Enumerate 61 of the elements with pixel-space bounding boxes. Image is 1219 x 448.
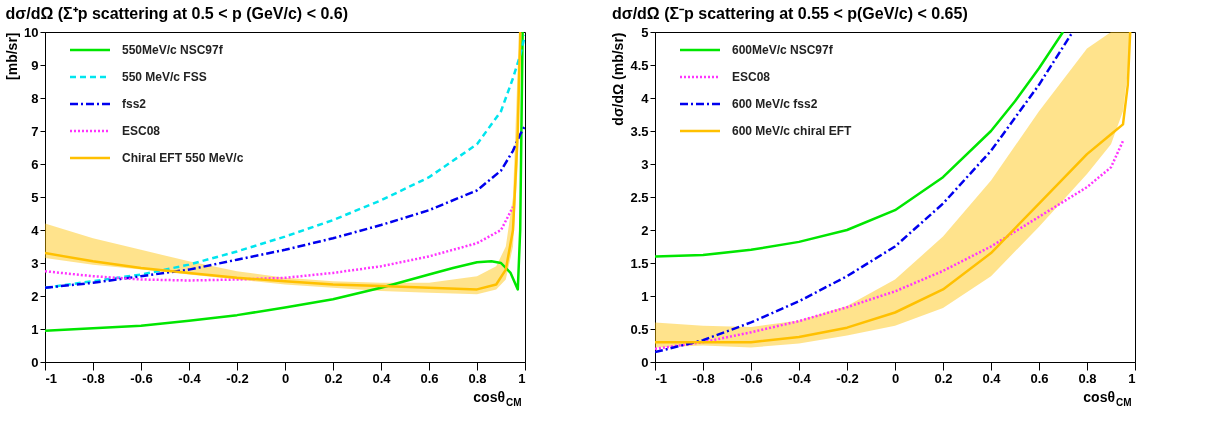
y-tick-label: 5 <box>31 189 39 205</box>
chart-title: dσ/dΩ (Σ⁺p scattering at 0.5 < p (GeV/c) < 0.6) <box>5 5 349 22</box>
x-tick-label: -0.4 <box>178 370 202 386</box>
y-axis-title: [mb/sr] <box>4 32 21 80</box>
x-tick-label: 0 <box>891 370 900 386</box>
x-tick-label: -0.8 <box>692 370 715 386</box>
y-tick-label: 6 <box>31 156 39 172</box>
line-series <box>45 124 525 289</box>
line-series <box>655 32 1065 258</box>
x-tick-label: -0.8 <box>82 370 105 386</box>
y-tick-label: 1 <box>641 288 649 304</box>
legend-label: ESC08 <box>122 124 161 138</box>
y-tick-label: 3.5 <box>630 123 649 139</box>
x-tick-label: 0.6 <box>420 370 439 386</box>
x-tick-label: -0.2 <box>226 370 249 386</box>
y-tick-label: 1.5 <box>630 255 649 271</box>
y-tick-label: 8 <box>31 90 39 106</box>
x-tick-label: 1 <box>518 370 526 386</box>
y-axis-title: dσ/dΩ (mb/sr) <box>610 32 627 126</box>
legend-label: 600MeV/c NSC97f <box>732 43 834 57</box>
y-tick-label: 2 <box>641 222 649 238</box>
y-tick-label: 0 <box>31 354 39 370</box>
legend-label: 550 MeV/c FSS <box>122 70 207 84</box>
x-tick-label: -0.2 <box>836 370 859 386</box>
legend-label: ESC08 <box>732 70 771 84</box>
legend-label: fss2 <box>122 97 147 111</box>
y-tick-label: 2 <box>31 288 39 304</box>
x-tick-label: 0.4 <box>372 370 392 386</box>
x-tick-label: -0.4 <box>788 370 812 386</box>
x-tick-label: 0.2 <box>934 370 953 386</box>
x-tick-label: 0 <box>281 370 290 386</box>
y-tick-label: 3 <box>641 156 649 172</box>
y-tick-label: 2.5 <box>630 189 649 205</box>
x-tick-label: 0.2 <box>324 370 343 386</box>
y-tick-label: 7 <box>31 123 39 139</box>
x-tick-label: 0.8 <box>468 370 487 386</box>
x-tick-label: 1 <box>1128 370 1136 386</box>
y-tick-label: 9 <box>31 57 39 73</box>
y-tick-label: 3 <box>31 255 39 271</box>
y-tick-label: 0.5 <box>630 321 649 337</box>
y-tick-label: 4.5 <box>630 57 649 73</box>
legend-label: Chiral EFT 550 MeV/c <box>122 151 244 165</box>
legend-label: 600 MeV/c fss2 <box>732 97 818 111</box>
y-tick-label: 0 <box>641 354 649 370</box>
x-tick-label: 0.4 <box>982 370 1002 386</box>
line-series <box>45 205 515 282</box>
y-tick-label: 4 <box>31 222 40 238</box>
line-series <box>655 139 1125 351</box>
legend-label: 550MeV/c NSC97f <box>122 43 224 57</box>
x-tick-label: -1 <box>45 370 58 386</box>
x-tick-label: -1 <box>655 370 668 386</box>
x-tick-label: -0.6 <box>740 370 763 386</box>
x-tick-label: -0.6 <box>130 370 153 386</box>
chart-title: dσ/dΩ (Σ⁻p scattering at 0.55 < p(GeV/c) < 0.65) <box>611 5 968 22</box>
x-tick-label: 0.8 <box>1078 370 1097 386</box>
y-tick-label: 1 <box>31 321 39 337</box>
y-tick-label: 5 <box>641 24 649 40</box>
x-tick-label: 0.6 <box>1030 370 1049 386</box>
legend-label: 600 MeV/c chiral EFT <box>732 124 853 138</box>
y-tick-label: 10 <box>24 24 39 40</box>
y-tick-label: 4 <box>641 90 650 106</box>
